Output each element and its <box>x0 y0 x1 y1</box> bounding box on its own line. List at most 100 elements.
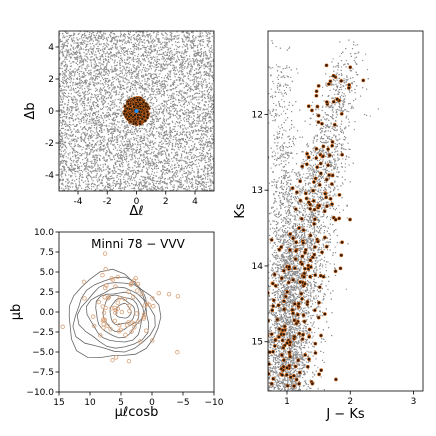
field-star <box>80 94 82 97</box>
field-star <box>191 167 193 169</box>
field-star <box>114 154 117 156</box>
field-star <box>190 45 193 47</box>
field-star <box>75 56 78 58</box>
field-star <box>201 113 203 115</box>
field-star <box>201 188 203 190</box>
field-star <box>198 96 200 98</box>
field-star <box>102 102 104 104</box>
field-star <box>85 183 87 185</box>
field-star <box>78 185 80 187</box>
field-star <box>120 170 122 172</box>
field-star <box>190 40 193 42</box>
field-star <box>177 186 179 188</box>
field-star <box>128 183 130 185</box>
field-star <box>97 113 99 116</box>
field-star <box>59 180 61 182</box>
field-star <box>158 112 160 114</box>
field-star <box>156 51 158 54</box>
field-star <box>116 47 118 49</box>
field-star <box>195 183 198 185</box>
field-star <box>171 158 173 160</box>
field-star <box>176 139 178 141</box>
field-star <box>170 131 172 133</box>
field-star <box>80 139 82 141</box>
field-star <box>125 158 127 160</box>
field-star <box>148 97 150 99</box>
field-star <box>99 126 101 129</box>
field-star <box>178 92 181 94</box>
field-star <box>98 40 100 42</box>
field-star <box>136 149 138 151</box>
field-star <box>75 161 77 163</box>
field-star <box>212 100 214 102</box>
field-star <box>64 131 66 134</box>
field-star <box>97 122 99 124</box>
field-star <box>183 87 185 89</box>
field-star <box>142 162 144 164</box>
field-star <box>59 82 61 85</box>
field-star <box>200 51 203 53</box>
field-star <box>202 38 204 41</box>
field-star <box>89 53 91 55</box>
field-star <box>87 128 90 130</box>
field-star <box>152 81 154 83</box>
field-star <box>194 60 196 62</box>
field-star <box>90 56 92 58</box>
field-star <box>83 126 85 129</box>
field-star <box>175 67 177 69</box>
field-star <box>153 102 155 105</box>
field-star <box>171 40 173 42</box>
field-star <box>196 125 198 127</box>
field-star <box>161 174 163 176</box>
field-star <box>146 150 149 152</box>
field-star <box>184 134 186 136</box>
field-star <box>169 105 172 107</box>
field-star <box>111 133 113 135</box>
field-star <box>170 39 172 41</box>
field-star <box>194 50 196 52</box>
field-star <box>132 56 135 58</box>
field-star <box>113 103 115 106</box>
field-star <box>95 48 98 50</box>
field-star <box>157 58 159 60</box>
field-star <box>66 124 68 126</box>
field-star <box>146 125 148 127</box>
field-star <box>135 128 137 130</box>
field-star <box>125 99 127 101</box>
field-star <box>85 168 87 170</box>
field-star <box>210 106 212 108</box>
field-star <box>95 122 97 124</box>
field-star <box>189 179 191 181</box>
field-star <box>94 154 96 156</box>
field-star <box>151 140 154 142</box>
field-star <box>186 143 188 145</box>
field-star <box>138 49 140 51</box>
field-star <box>83 104 86 107</box>
field-star <box>187 77 189 79</box>
field-star <box>99 49 102 51</box>
field-star <box>70 111 72 113</box>
field-star <box>183 172 185 174</box>
field-star <box>147 158 149 160</box>
field-star <box>159 84 161 86</box>
field-star <box>133 44 136 47</box>
field-star <box>72 139 75 142</box>
field-star <box>76 188 78 190</box>
field-star <box>168 40 170 42</box>
field-star <box>196 99 198 101</box>
field-star <box>72 113 74 115</box>
field-star <box>79 101 81 103</box>
field-star <box>126 52 128 54</box>
field-star <box>143 146 145 148</box>
field-star <box>167 74 170 76</box>
field-star <box>62 85 64 87</box>
field-star <box>123 155 125 157</box>
field-star <box>59 142 62 144</box>
field-star <box>91 110 93 112</box>
field-star <box>85 115 87 117</box>
field-star <box>180 177 182 179</box>
field-star <box>192 57 194 60</box>
field-star <box>128 175 130 177</box>
field-star <box>172 160 174 162</box>
field-star <box>204 73 206 75</box>
